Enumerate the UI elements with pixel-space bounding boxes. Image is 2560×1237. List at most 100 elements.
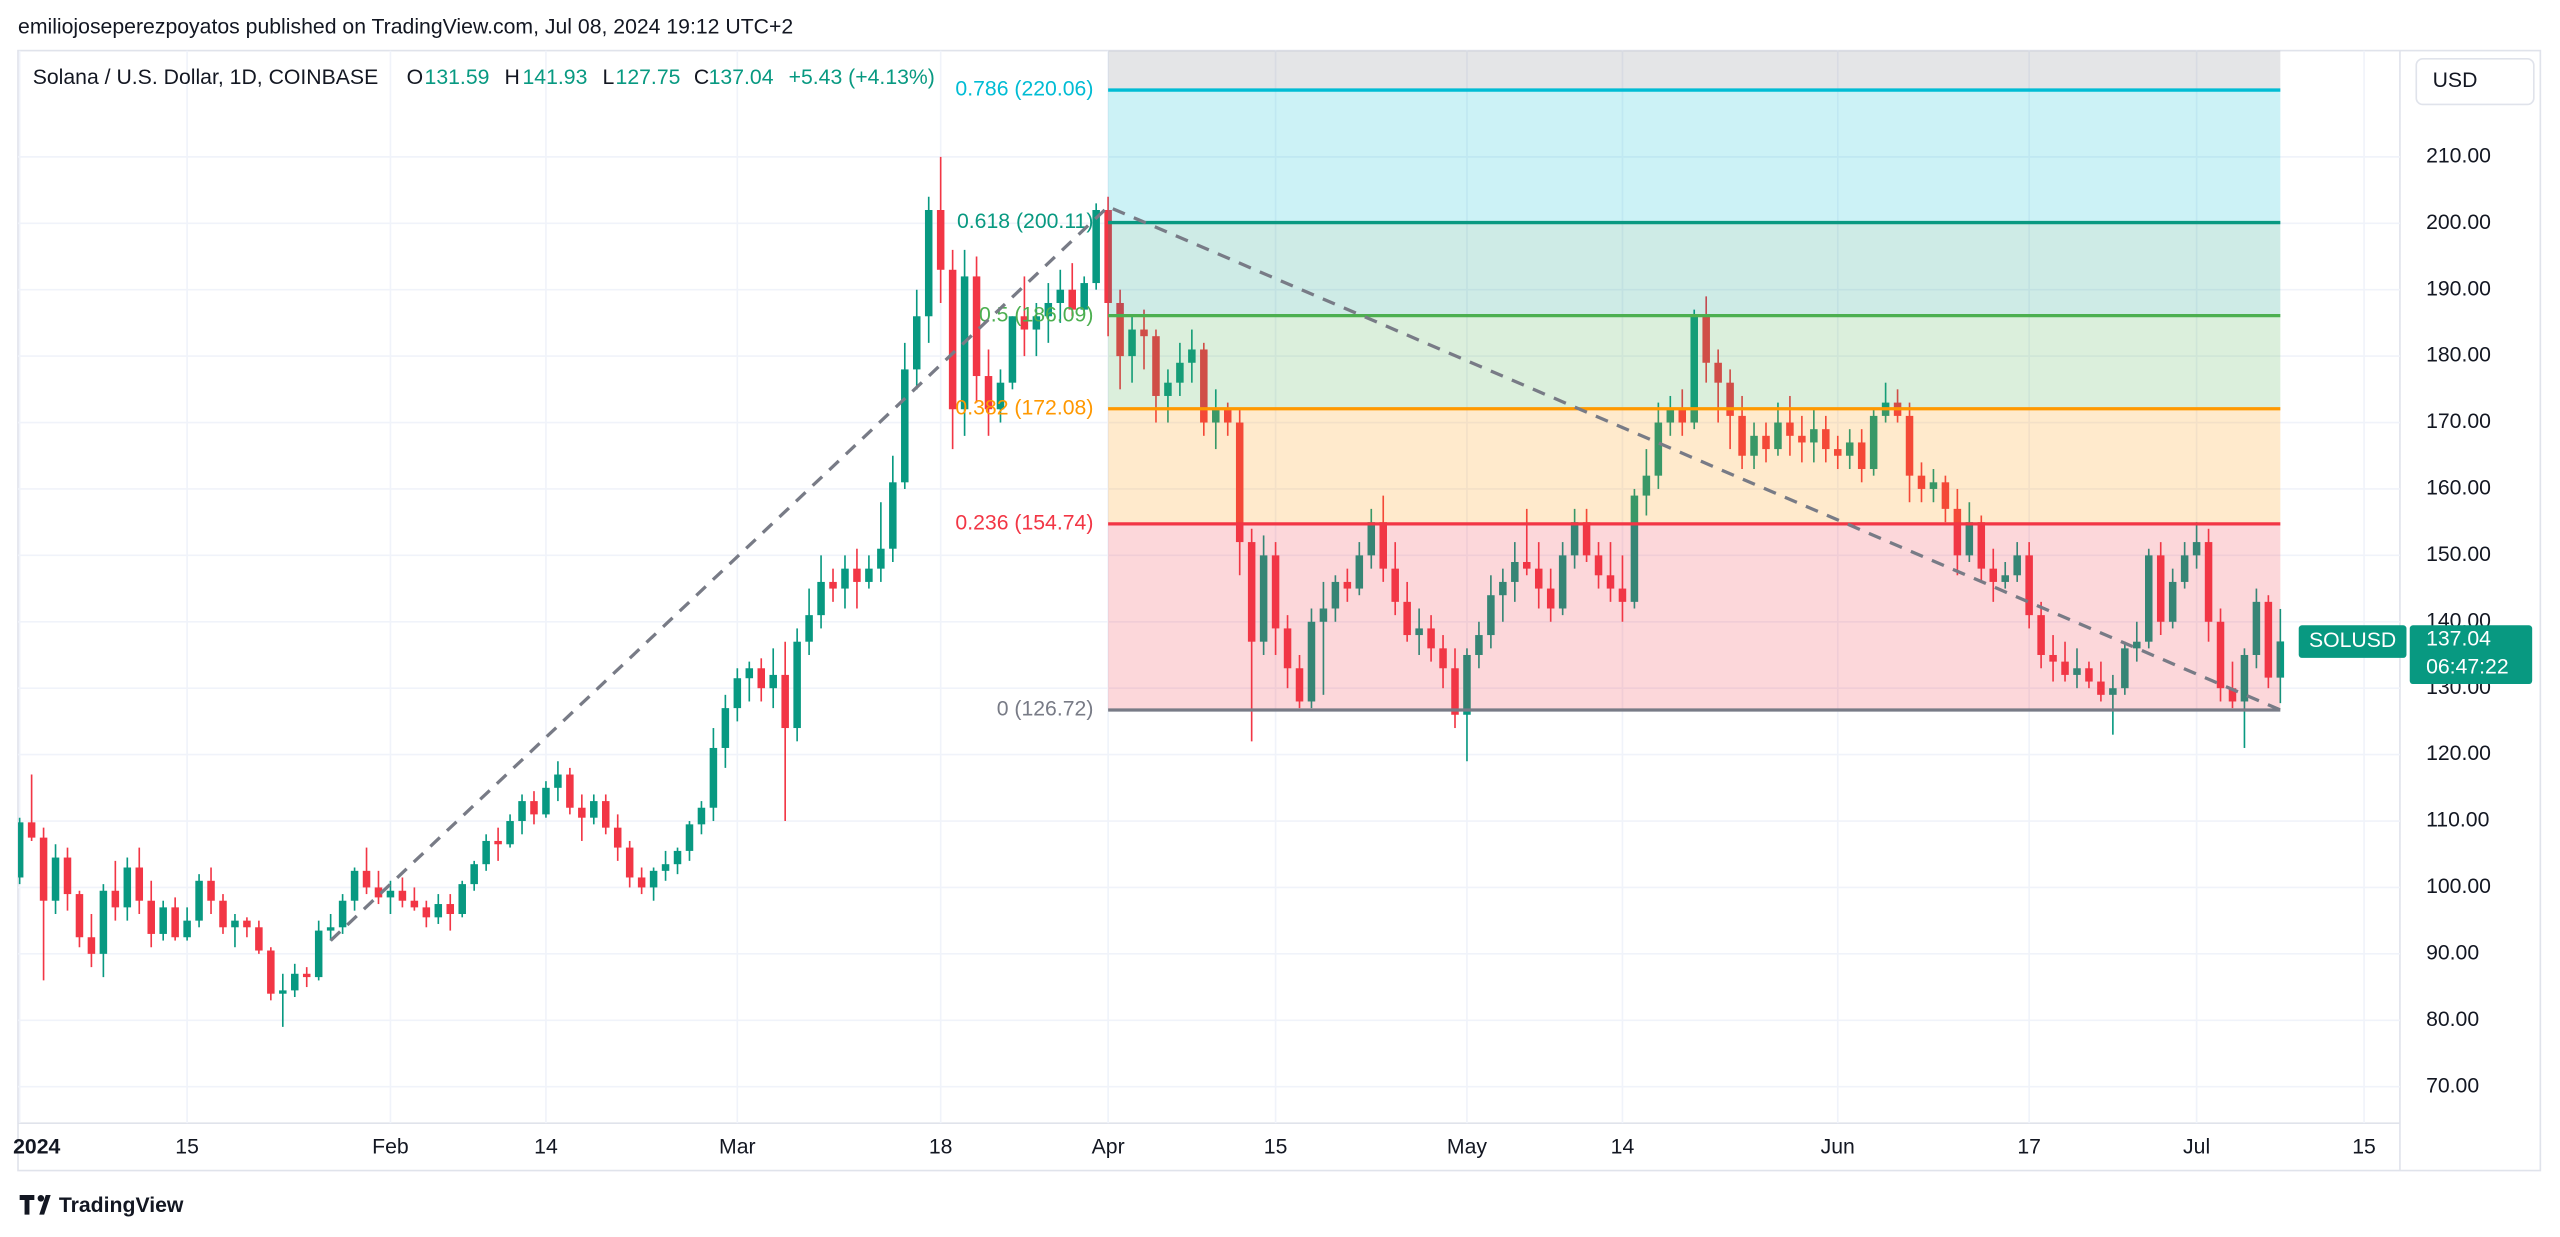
candle-body	[2252, 601, 2261, 655]
candle-body	[1367, 522, 1376, 556]
candle-body	[183, 920, 191, 938]
candle-body	[1570, 522, 1579, 556]
candle-body	[1786, 422, 1794, 436]
candle-body	[219, 900, 227, 928]
candle-body	[494, 840, 502, 845]
candle-body	[458, 884, 466, 915]
candle-body	[554, 774, 562, 788]
candle-body	[446, 904, 455, 915]
candle-body	[1427, 628, 1435, 649]
x-tick-label: Jul	[2183, 1135, 2210, 1158]
candle-body	[2264, 601, 2273, 678]
candle-body	[2121, 648, 2129, 689]
candle-body	[877, 548, 885, 569]
candle-body	[781, 674, 789, 729]
candle-body	[1355, 555, 1364, 589]
candle-body	[2180, 555, 2189, 582]
fib-level-label: 0 (126.72)	[997, 698, 1094, 721]
candle-body	[745, 668, 754, 679]
candle-body	[1499, 581, 1507, 596]
last-price-tag	[2409, 625, 2533, 685]
candle-body	[243, 920, 251, 928]
countdown: 06:47:22	[2426, 655, 2509, 678]
currency-button[interactable]	[2415, 57, 2535, 106]
ticker: SOLUSD	[2309, 629, 2396, 652]
candle-body	[2168, 581, 2177, 622]
candle-body	[769, 674, 777, 689]
candle-body	[1331, 581, 1340, 609]
candle-body	[2025, 555, 2033, 616]
fib-band	[1108, 222, 2281, 316]
ticker-tag	[2298, 625, 2407, 658]
y-tick-label: 110.00	[2426, 809, 2489, 832]
logo-dot	[37, 1195, 45, 1202]
candle-body	[1523, 562, 1531, 569]
candle-body	[1475, 635, 1483, 655]
candle-body	[410, 900, 419, 908]
candle-body	[135, 867, 144, 901]
fib-top-band	[1108, 50, 2281, 91]
candle-body	[1977, 522, 1986, 569]
candle-body	[733, 678, 742, 709]
candle-body	[291, 973, 299, 991]
candle-body	[829, 581, 837, 589]
x-tick-label: 18	[929, 1135, 953, 1158]
candle-body	[1929, 482, 1938, 489]
candle-body	[111, 890, 120, 908]
candle-body	[147, 900, 155, 934]
close-value: 137.04	[709, 66, 774, 89]
fib-level-label: 0.618 (200.11)	[957, 210, 1093, 233]
candle-body	[1917, 475, 1926, 489]
symbol: Solana / U.S. Dollar, 1D, COINBASE	[33, 66, 379, 89]
y-tick-label: 200.00	[2426, 211, 2491, 234]
x-tick-label: Mar	[719, 1135, 756, 1158]
currency[interactable]: USD	[2433, 69, 2478, 92]
low-value: 127.75	[616, 66, 681, 89]
candle-body	[1403, 601, 1411, 636]
candle-body	[1164, 382, 1172, 396]
candle-body	[1534, 568, 1543, 589]
y-tick-label: 120.00	[2426, 742, 2491, 765]
candle-body	[1798, 435, 1806, 443]
candle-body	[1941, 482, 1950, 509]
candle-body	[721, 708, 730, 748]
candle-body	[2109, 688, 2117, 695]
candle-body	[1032, 316, 1041, 330]
fib-retracement: 0 (126.72) 0.236 (154.74) 0.382 (172.08) 0.…	[329, 50, 2281, 942]
y-tick-label: 150.00	[2426, 543, 2491, 566]
fib-band	[1108, 315, 2281, 409]
y-tick-label: 210.00	[2426, 144, 2491, 167]
candle-body	[1834, 449, 1842, 456]
candle-body	[506, 821, 514, 845]
fib-level-label: 0.382 (172.08)	[955, 396, 1093, 419]
candle-body	[1391, 568, 1399, 602]
candle-body	[1558, 555, 1567, 609]
candle-body	[1379, 522, 1387, 569]
fib-band	[1108, 90, 2281, 223]
open-value: 131.59	[425, 66, 490, 89]
x-tick-label: 15	[1264, 1135, 1288, 1158]
footer-logo: TradingView	[19, 1194, 184, 1217]
candle-body	[1774, 422, 1782, 450]
close-label: C	[694, 66, 709, 89]
candle-body	[625, 847, 634, 878]
fib-level-label: 0.236 (154.74)	[955, 511, 1093, 534]
candle-body	[1869, 415, 1878, 470]
logo-icon	[19, 1195, 51, 1215]
candle-body	[374, 887, 383, 898]
y-tick-label: 180.00	[2426, 344, 2491, 367]
candle-body	[326, 927, 335, 931]
candle-body	[75, 894, 84, 938]
candle-body	[1762, 435, 1770, 450]
candle-body	[924, 210, 933, 317]
x-tick-label: 15	[175, 1135, 199, 1158]
candle-body	[1905, 415, 1914, 476]
candle-body	[1953, 508, 1962, 556]
candles	[18, 156, 2285, 1027]
candle-body	[1463, 654, 1471, 715]
candle-body	[1080, 283, 1088, 310]
candle-body	[984, 376, 993, 410]
candle-body	[1546, 588, 1555, 609]
